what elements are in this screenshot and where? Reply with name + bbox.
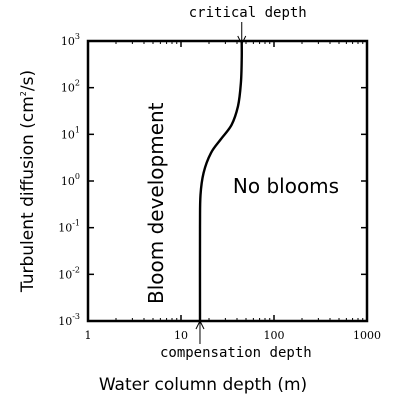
x-tick-label: 10 bbox=[174, 329, 188, 342]
x-tick-label: 100 bbox=[264, 329, 285, 342]
compensation-depth-label: compensation depth bbox=[160, 345, 312, 361]
y-axis-ticks: 10-3 10-2 10-1 100 101 102 103 bbox=[58, 32, 367, 328]
y-tick-label: 10-3 bbox=[58, 312, 80, 328]
y-tick-label: 10-2 bbox=[58, 265, 80, 281]
y-tick-label: 100 bbox=[61, 172, 80, 188]
y-axis-title-tail: /s) bbox=[18, 70, 38, 91]
y-tick-label: 103 bbox=[61, 32, 80, 48]
x-tick-label: 1000 bbox=[353, 329, 381, 342]
y-axis-title-sup: 2 bbox=[19, 91, 28, 96]
x-axis-title: Water column depth (m) bbox=[99, 375, 307, 395]
x-axis-ticks: 1 10 100 1000 bbox=[85, 41, 381, 342]
y-tick-label: 101 bbox=[61, 125, 80, 141]
critical-depth-label: critical depth bbox=[189, 5, 307, 21]
critical-depth-arrow bbox=[237, 22, 247, 46]
critical-depth-annotation: critical depth bbox=[189, 5, 307, 46]
region-label-right: No blooms bbox=[233, 174, 339, 198]
y-tick-label: 10-1 bbox=[58, 219, 80, 235]
y-axis-title-base: Turbulent diffusion (cm bbox=[18, 96, 38, 293]
y-axis-title: Turbulent diffusion (cm2/s) bbox=[18, 70, 38, 293]
y-tick-label: 102 bbox=[61, 79, 80, 95]
compensation-depth-arrow bbox=[195, 319, 205, 344]
region-label-left: Bloom development bbox=[144, 102, 168, 304]
compensation-depth-annotation: compensation depth bbox=[160, 319, 312, 361]
x-tick-label: 1 bbox=[85, 329, 92, 342]
series-line bbox=[198, 40, 243, 322]
